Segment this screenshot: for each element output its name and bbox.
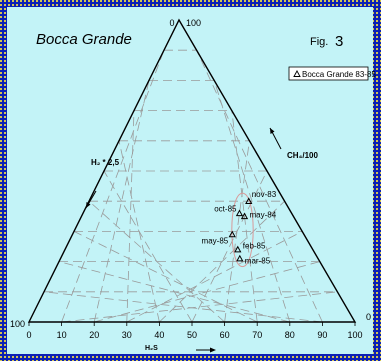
corner-label-bottom-right: 0 [366, 312, 371, 322]
point-label-may-85: may-85 [202, 236, 229, 245]
grid-line [126, 110, 135, 323]
point-mar-85 [236, 254, 244, 262]
point-oct-85 [235, 209, 244, 217]
grid-line [231, 110, 258, 323]
fig-number: 3 [335, 33, 343, 50]
point-label-nov-83: nov-83 [252, 190, 277, 199]
bottom-axis-ticks: 0 10 20 30 40 50 60 70 80 90 100 [26, 322, 363, 340]
grid-line [103, 170, 193, 323]
x-tick-label: 10 [57, 330, 67, 340]
grid-line [213, 80, 291, 323]
point-label-oct-85: oct-85 [214, 204, 237, 213]
x-tick-label: 60 [220, 330, 230, 340]
x-tick-label: 50 [187, 330, 197, 340]
x-tick-label: 90 [317, 330, 327, 340]
x-tick-label: 70 [252, 330, 262, 340]
x-tick-label: 40 [154, 330, 164, 340]
grid-lines [43, 49, 338, 323]
chart-title: Bocca Grande [36, 31, 132, 48]
grid-line [61, 291, 338, 323]
corner-label-top-left: 0 [169, 18, 174, 28]
bottom-axis-label: H₂S [145, 345, 158, 352]
point-label-may-84: may-84 [250, 210, 277, 219]
grid-line [191, 170, 268, 323]
legend-label: Bocca Grande 83-85 [302, 70, 376, 79]
fig-prefix: Fig. [310, 36, 328, 48]
legend-triangle-icon [293, 70, 301, 77]
grid-line [58, 261, 290, 323]
point-label-mar-85: mar-85 [245, 257, 271, 266]
grid-line [196, 50, 323, 323]
grid-line [43, 291, 323, 323]
corner-label-bottom-left: 100 [10, 319, 25, 329]
bottom-axis-arrow-icon [210, 347, 216, 353]
point-feb-85 [234, 245, 242, 253]
x-tick-label: 80 [285, 330, 295, 340]
right-axis-label: CH₄/100 [287, 151, 318, 160]
legend-box [288, 66, 369, 81]
trend-loop [231, 192, 254, 268]
x-tick-label: 100 [347, 330, 362, 340]
grid-line [73, 231, 258, 323]
right-axis-arrow-icon [270, 128, 275, 134]
data-points: nov-83 oct-85 may-84 may-85 feb-85 mar-85 [202, 190, 277, 265]
x-tick-label: 0 [26, 330, 31, 340]
x-tick-label: 30 [122, 330, 132, 340]
point-label-feb-85: feb-85 [243, 242, 266, 251]
x-tick-label: 20 [89, 330, 99, 340]
point-nov-83 [245, 197, 253, 204]
point-may-85 [228, 230, 236, 238]
point-may-84 [240, 212, 249, 220]
grid-line [159, 200, 285, 323]
left-axis-arrow-icon [86, 202, 91, 208]
left-axis-label: H₂ * 2,5 [91, 158, 120, 167]
corner-label-top-right: 100 [186, 18, 201, 28]
grid-line [88, 200, 225, 323]
grid-line [224, 140, 250, 323]
